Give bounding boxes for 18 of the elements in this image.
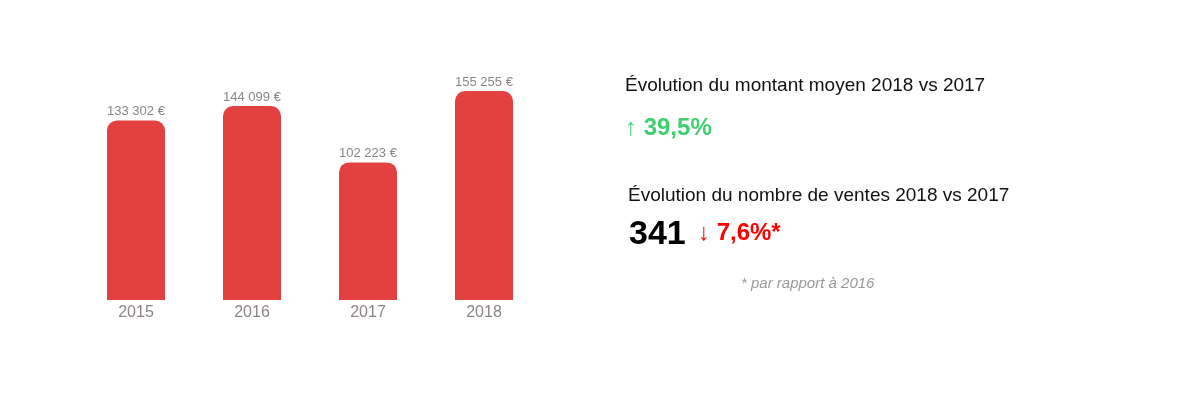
text: Évolution du montant moyen 2018 vs 2017 (625, 74, 986, 95)
text: 341 (629, 213, 686, 251)
data-label: 144 099 € (223, 88, 282, 104)
data-label: 102 223 € (339, 144, 398, 160)
text: ↑ 39,5% (625, 113, 712, 140)
x-tick-label: 2016 (234, 303, 270, 320)
bar (339, 162, 397, 300)
x-tick-label: 2017 (350, 303, 386, 320)
data-label: 155 255 € (455, 73, 514, 89)
x-tick-label: 2015 (118, 303, 154, 320)
text: * par rapport à 2016 (741, 274, 876, 291)
data-label: 133 302 € (107, 103, 166, 119)
bar (455, 91, 513, 300)
text: Évolution du nombre de ventes 2018 vs 2017 (628, 184, 1010, 205)
bar (107, 120, 165, 300)
bar (223, 106, 281, 300)
text: ↓ 7,6%* (698, 218, 782, 245)
x-tick-label: 2018 (466, 303, 502, 320)
